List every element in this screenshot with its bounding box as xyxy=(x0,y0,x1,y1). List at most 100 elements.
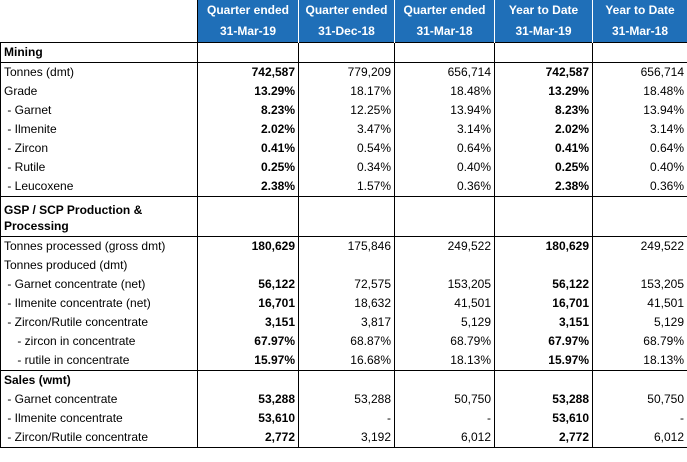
value-cell: 18.17% xyxy=(298,82,395,101)
value-cell: 67.97% xyxy=(197,332,299,351)
row-label: Sales (wmt) xyxy=(0,370,198,390)
value-cell: 16.68% xyxy=(298,351,395,371)
table-row: - Leucoxene 2.38% 1.57% 0.36% 2.38% 0.36% xyxy=(0,177,687,197)
table-row: - Ilmenite 2.02% 3.47% 3.14% 2.02% 3.14% xyxy=(0,120,687,139)
column-header-date: 31-Dec-18 xyxy=(298,21,395,43)
value-cell: 3.14% xyxy=(592,120,687,139)
value-cell: 742,587 xyxy=(197,62,299,82)
table-row: - Zircon/Rutile concentrate 3,151 3,817 5,1… xyxy=(0,313,687,332)
row-label: - Ilmenite xyxy=(0,120,198,139)
table-section-row: Sales (wmt) xyxy=(0,370,687,390)
value-cell: 779,209 xyxy=(298,62,395,82)
value-cell xyxy=(298,370,395,390)
value-cell xyxy=(394,370,495,390)
value-cell xyxy=(592,370,687,390)
table-row: Tonnes produced (dmt) xyxy=(0,256,687,275)
header-blank-cell xyxy=(0,21,198,43)
value-cell xyxy=(592,42,687,63)
value-cell: 656,714 xyxy=(592,62,687,82)
value-cell: 6,012 xyxy=(592,428,687,448)
value-cell: 0.34% xyxy=(298,158,395,177)
table-row: - Zircon/Rutile concentrate 2,772 3,192 6,0… xyxy=(0,428,687,448)
value-cell: 175,846 xyxy=(298,236,395,256)
value-cell: 5,129 xyxy=(394,313,495,332)
value-cell: 3,151 xyxy=(494,313,593,332)
column-header-period: Quarter ended xyxy=(197,0,299,21)
table-row: Tonnes processed (gross dmt) 180,629 175,8… xyxy=(0,236,687,256)
value-cell: 16,701 xyxy=(494,294,593,313)
value-cell: 13.94% xyxy=(592,101,687,120)
value-cell: 153,205 xyxy=(394,275,495,294)
value-cell: 72,575 xyxy=(298,275,395,294)
value-cell: 2,772 xyxy=(494,428,593,448)
value-cell: 13.94% xyxy=(394,101,495,120)
value-cell xyxy=(592,256,687,275)
value-cell xyxy=(592,196,687,237)
value-cell: 18.48% xyxy=(592,82,687,101)
header-row-date: 31-Mar-19 31-Dec-18 31-Mar-18 31-Mar-19 … xyxy=(0,21,687,43)
row-label: - Ilmenite concentrate (net) xyxy=(0,294,198,313)
value-cell: 3.14% xyxy=(394,120,495,139)
value-cell: 3,817 xyxy=(298,313,395,332)
value-cell: 68.87% xyxy=(298,332,395,351)
table-section-row: Mining xyxy=(0,42,687,63)
value-cell: 2.02% xyxy=(494,120,593,139)
column-header-date: 31-Mar-19 xyxy=(197,21,299,43)
table-row: Grade 13.29% 18.17% 18.48% 13.29% 18.48% xyxy=(0,82,687,101)
value-cell: 18,632 xyxy=(298,294,395,313)
value-cell xyxy=(394,42,495,63)
table-row: - Zircon 0.41% 0.54% 0.64% 0.41% 0.64% xyxy=(0,139,687,158)
value-cell: 0.25% xyxy=(197,158,299,177)
header-blank-cell xyxy=(0,0,198,21)
value-cell xyxy=(197,196,299,237)
column-header-date: 31-Mar-18 xyxy=(394,21,495,43)
value-cell: 12.25% xyxy=(298,101,395,120)
value-cell: 16,701 xyxy=(197,294,299,313)
value-cell xyxy=(494,42,593,63)
value-cell: 249,522 xyxy=(592,236,687,256)
row-label: Tonnes processed (gross dmt) xyxy=(0,236,198,256)
table-row: - Ilmenite concentrate (net) 16,701 18,632… xyxy=(0,294,687,313)
value-cell: 0.41% xyxy=(494,139,593,158)
value-cell: 0.41% xyxy=(197,139,299,158)
row-label: - Garnet xyxy=(0,101,198,120)
column-header-period: Quarter ended xyxy=(298,0,395,21)
value-cell: - xyxy=(592,409,687,428)
column-header-period: Year to Date xyxy=(494,0,593,21)
value-cell: 0.64% xyxy=(592,139,687,158)
row-label: - Zircon/Rutile concentrate xyxy=(0,428,198,448)
value-cell: 2.38% xyxy=(494,177,593,197)
table-row: - rutile in concentrate 15.97% 16.68% 18.13… xyxy=(0,351,687,371)
value-cell: 0.25% xyxy=(494,158,593,177)
row-label: - Zircon xyxy=(0,139,198,158)
value-cell: 0.36% xyxy=(394,177,495,197)
value-cell: 2.02% xyxy=(197,120,299,139)
value-cell: 18.13% xyxy=(592,351,687,371)
row-label: - zircon in concentrate xyxy=(0,332,198,351)
value-cell xyxy=(494,370,593,390)
value-cell: 50,750 xyxy=(592,390,687,409)
row-label: - Garnet concentrate (net) xyxy=(0,275,198,294)
value-cell: 13.29% xyxy=(197,82,299,101)
value-cell: 8.23% xyxy=(197,101,299,120)
value-cell: 1.57% xyxy=(298,177,395,197)
value-cell: 41,501 xyxy=(394,294,495,313)
value-cell: - xyxy=(298,409,395,428)
value-cell xyxy=(298,42,395,63)
row-label: - rutile in concentrate xyxy=(0,351,198,371)
column-header-date: 31-Mar-19 xyxy=(494,21,593,43)
value-cell xyxy=(197,370,299,390)
value-cell: 8.23% xyxy=(494,101,593,120)
row-label: Grade xyxy=(0,82,198,101)
value-cell: 41,501 xyxy=(592,294,687,313)
value-cell: 68.79% xyxy=(592,332,687,351)
value-cell: 249,522 xyxy=(394,236,495,256)
value-cell: 53,610 xyxy=(197,409,299,428)
row-label: Mining xyxy=(0,42,198,63)
production-table: Quarter ended Quarter ended Quarter ende… xyxy=(0,0,687,448)
value-cell: 6,012 xyxy=(394,428,495,448)
value-cell: 656,714 xyxy=(394,62,495,82)
value-cell xyxy=(394,196,495,237)
value-cell xyxy=(298,256,395,275)
row-label: - Leucoxene xyxy=(0,177,198,197)
